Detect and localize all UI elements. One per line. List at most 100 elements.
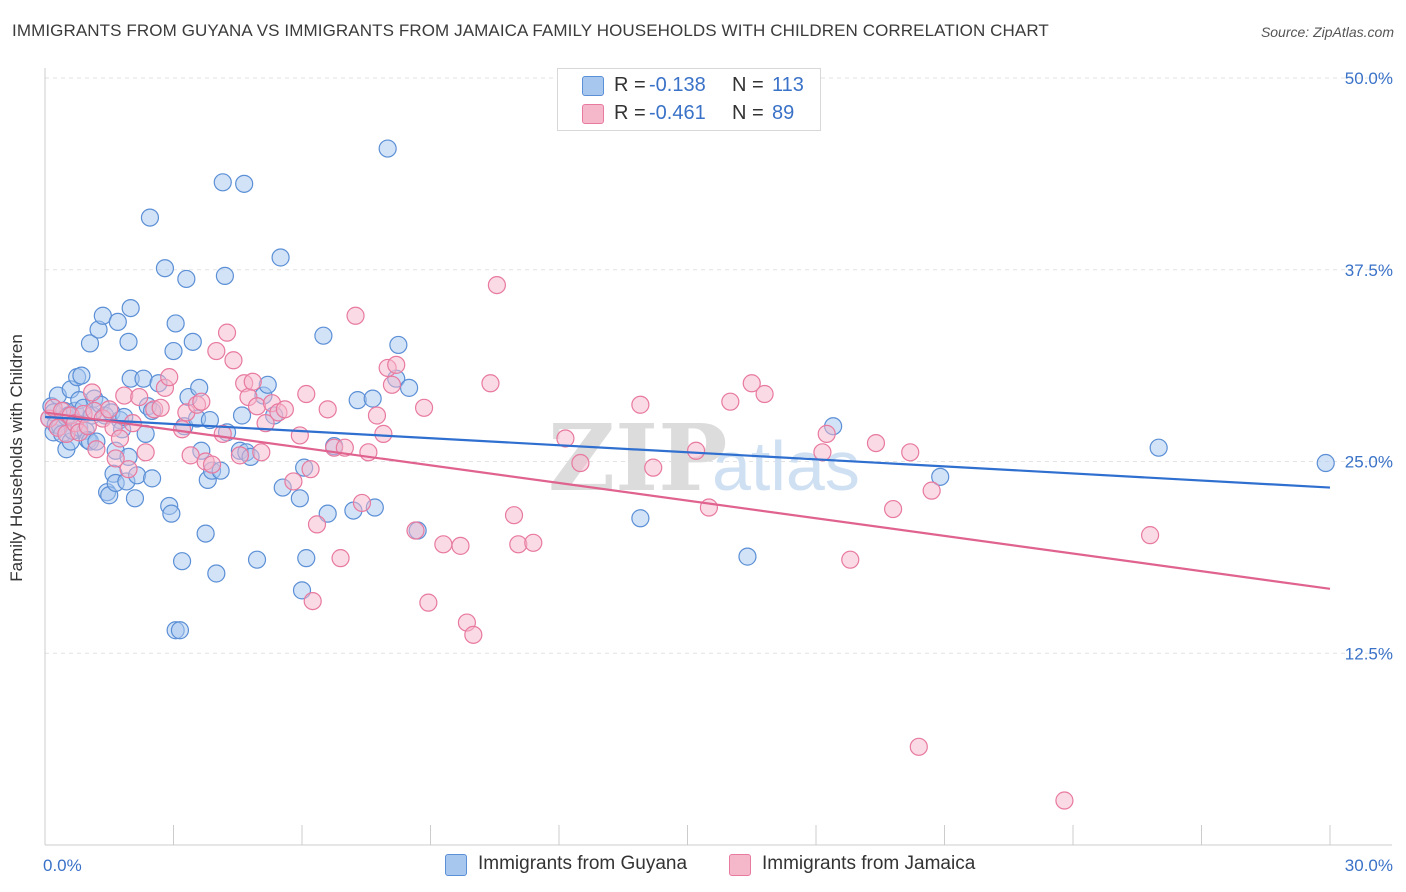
data-point-jamaica <box>841 550 860 569</box>
data-point-jamaica <box>160 368 179 387</box>
data-point-guyana <box>140 208 160 227</box>
data-point-jamaica <box>202 455 222 474</box>
data-point-jamaica <box>631 395 650 414</box>
data-point-jamaica <box>303 591 322 611</box>
data-point-jamaica <box>230 446 249 465</box>
data-point-jamaica <box>207 341 226 361</box>
data-point-guyana <box>258 375 277 394</box>
n-value: 113 <box>772 74 804 96</box>
data-point-guyana <box>72 366 91 385</box>
r-value: -0.138 <box>649 74 706 96</box>
data-point-jamaica <box>644 458 663 477</box>
data-point-jamaica <box>331 549 350 568</box>
data-point-jamaica <box>414 398 434 417</box>
data-point-jamaica <box>504 506 524 525</box>
y-tick-label: 25.0% <box>1345 453 1393 472</box>
data-point-guyana <box>399 378 419 397</box>
data-point-guyana <box>235 174 254 193</box>
r-value: -0.461 <box>649 102 706 124</box>
data-point-guyana <box>172 552 192 571</box>
data-point-jamaica <box>487 275 506 295</box>
data-point-jamaica <box>217 323 237 342</box>
data-point-guyana <box>215 266 234 285</box>
r-label: R = <box>614 102 646 124</box>
data-point-jamaica <box>83 383 102 402</box>
data-point-jamaica <box>374 424 393 443</box>
data-point-guyana <box>292 581 312 600</box>
data-point-guyana <box>318 504 337 523</box>
data-point-guyana <box>271 248 290 267</box>
data-point-jamaica <box>87 440 106 459</box>
n-value: 89 <box>772 102 795 124</box>
data-point-jamaica <box>464 625 483 644</box>
data-point-guyana <box>631 509 650 528</box>
data-point-jamaica <box>419 593 438 612</box>
source-credit: Source: ZipAtlas.com <box>1260 24 1394 40</box>
data-point-guyana <box>389 335 408 355</box>
data-point-guyana <box>213 173 232 192</box>
data-point-jamaica <box>100 400 119 419</box>
data-point-jamaica <box>192 392 211 411</box>
data-point-guyana <box>125 489 145 508</box>
data-point-jamaica <box>318 400 337 419</box>
y-axis-label: Family Households with Children <box>7 334 26 582</box>
data-point-jamaica <box>866 433 886 453</box>
y-tick-label: 50.0% <box>1345 69 1393 88</box>
data-point-jamaica <box>524 533 543 552</box>
data-point-jamaica <box>686 441 706 460</box>
data-point-guyana <box>80 334 100 353</box>
legend-swatch-jamaica <box>729 854 751 876</box>
data-point-jamaica <box>451 536 470 555</box>
data-point-guyana <box>363 389 382 408</box>
data-point-guyana <box>155 259 175 278</box>
data-point-guyana <box>166 314 185 333</box>
x-tick-label: 30.0% <box>1345 856 1393 875</box>
correlation-legend: R = -0.138 N = 113 R = -0.461 N = 89 <box>557 68 821 131</box>
trend-lines <box>44 411 1331 590</box>
data-point-jamaica <box>382 375 402 394</box>
data-point-jamaica <box>901 443 920 462</box>
data-point-guyana <box>108 312 127 332</box>
data-point-guyana <box>119 332 138 351</box>
data-point-jamaica <box>406 521 425 540</box>
data-point-jamaica <box>352 493 372 513</box>
data-point-jamaica <box>1055 791 1074 810</box>
y-axis-label-wrap: Family Households with Children <box>7 334 37 582</box>
legend-label-jamaica: Immigrants from Jamaica <box>762 853 976 874</box>
data-point-jamaica <box>909 737 928 756</box>
trend-line-guyana <box>44 415 1331 489</box>
trend-line-jamaica <box>44 411 1331 590</box>
data-point-jamaica <box>224 351 243 370</box>
data-point-guyana <box>121 299 140 318</box>
data-point-jamaica <box>556 429 575 448</box>
legend-swatch-guyana <box>582 76 604 96</box>
data-point-jamaica <box>301 460 320 479</box>
axes <box>44 68 1392 846</box>
data-point-jamaica <box>721 392 740 411</box>
legend-swatch-jamaica <box>582 104 604 124</box>
data-point-guyana <box>348 391 367 410</box>
data-point-jamaica <box>307 515 327 534</box>
data-point-guyana <box>931 467 950 486</box>
data-point-jamaica <box>699 498 719 517</box>
data-point-guyana <box>1149 438 1168 457</box>
data-point-jamaica <box>346 306 365 325</box>
data-point-guyana <box>290 489 309 508</box>
data-point-jamaica <box>817 424 836 443</box>
data-point-guyana <box>183 332 202 351</box>
chart-title: IMMIGRANTS FROM GUYANA VS IMMIGRANTS FRO… <box>12 21 1049 40</box>
data-point-jamaica <box>110 429 130 448</box>
data-point-guyana <box>142 469 162 488</box>
data-point-jamaica <box>1140 526 1160 545</box>
data-point-jamaica <box>922 481 941 500</box>
watermark-atlas: atlas <box>712 427 860 505</box>
data-point-jamaica <box>136 443 155 462</box>
data-point-jamaica <box>813 443 832 462</box>
legend-swatch-guyana <box>445 854 467 876</box>
data-point-guyana <box>207 564 226 583</box>
data-point-jamaica <box>275 400 294 419</box>
n-label: N = <box>732 74 764 96</box>
data-point-jamaica <box>119 460 138 479</box>
data-point-jamaica <box>571 453 590 473</box>
